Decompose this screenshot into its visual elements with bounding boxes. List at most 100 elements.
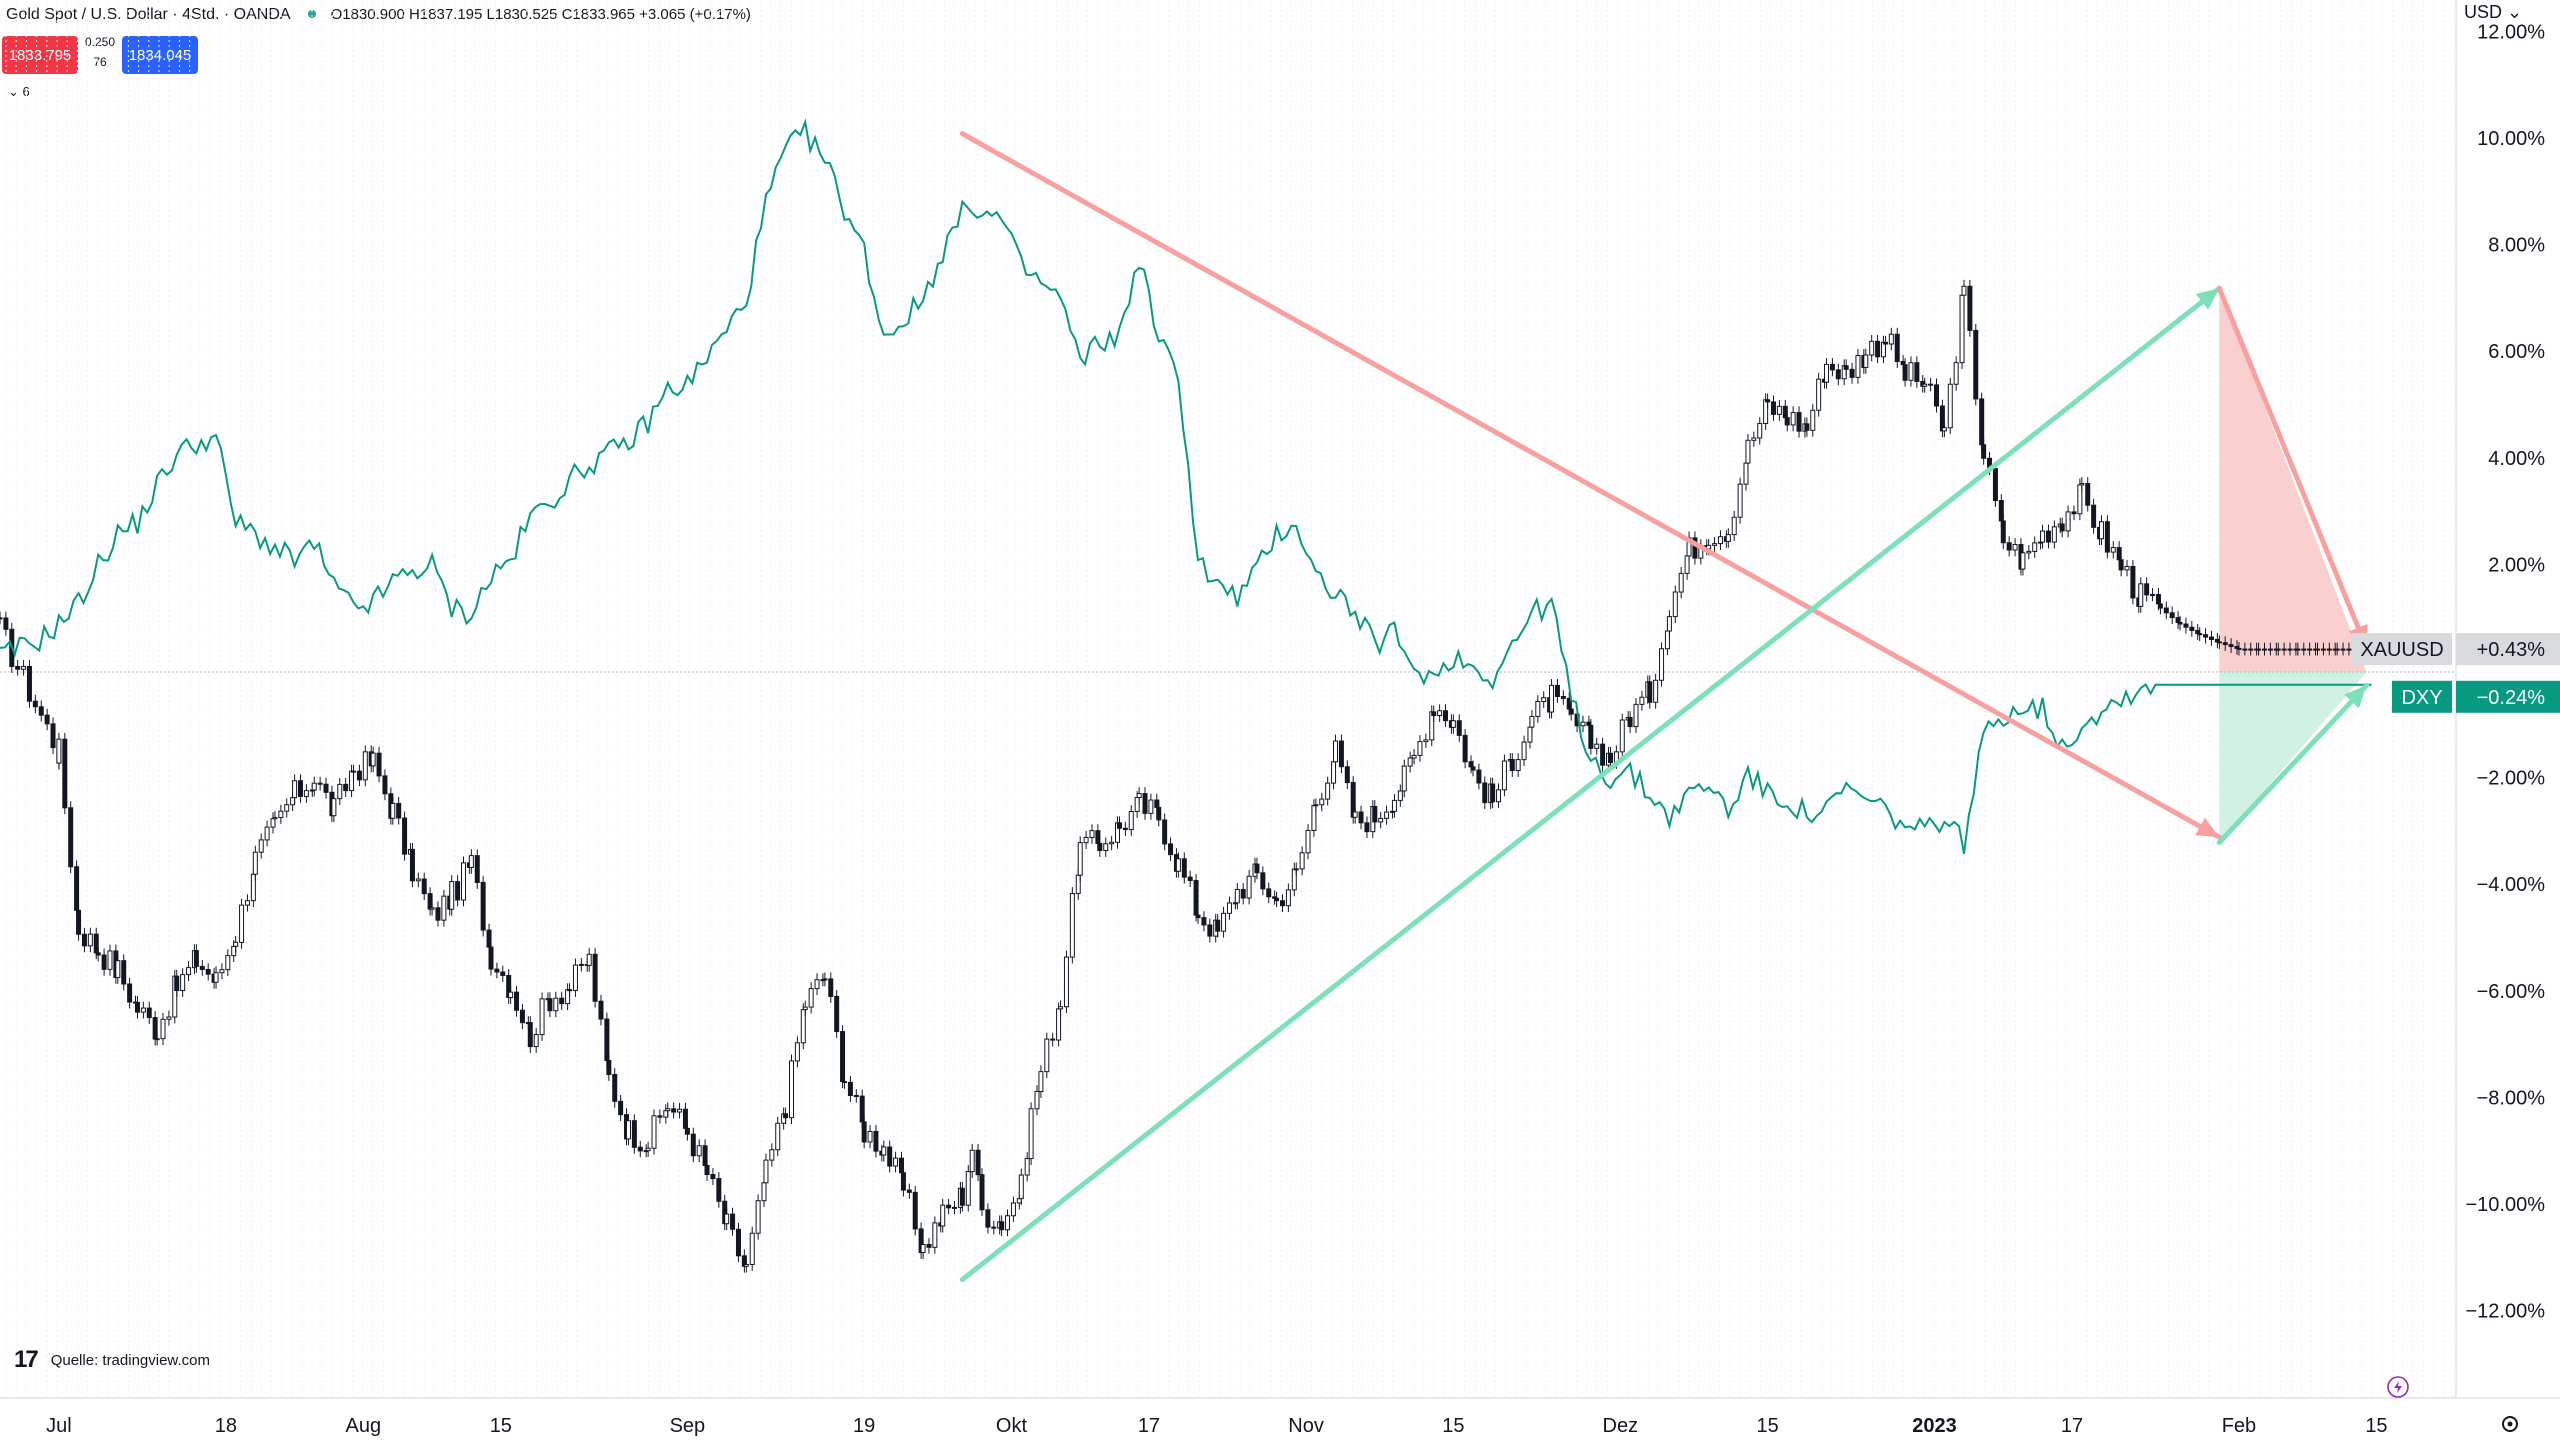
tradingview-logo[interactable]: 17 bbox=[14, 1346, 39, 1373]
xauusd-candle bbox=[965, 1171, 971, 1206]
xauusd-candle bbox=[769, 1149, 775, 1161]
y-tick-label: 12.00% bbox=[2477, 21, 2545, 43]
xauusd-candle bbox=[2104, 521, 2110, 553]
xauusd-candle bbox=[1600, 743, 1606, 766]
xauusd-candle bbox=[959, 1187, 965, 1206]
xauusd-candle bbox=[2189, 626, 2195, 631]
xauusd-candle bbox=[1829, 363, 1835, 371]
xauusd-candle bbox=[755, 1200, 761, 1234]
xauusd-candle bbox=[1156, 806, 1162, 821]
xauusd-candle bbox=[1757, 423, 1763, 439]
xauusd-candle bbox=[749, 1232, 755, 1265]
xauusd-candle bbox=[1580, 721, 1586, 727]
xauusd-candle bbox=[794, 1042, 800, 1062]
xauusd-candle bbox=[618, 1100, 624, 1116]
xauusd-candle bbox=[2334, 648, 2340, 651]
xauusd-candle bbox=[761, 1182, 767, 1202]
xauusd-candle bbox=[2138, 583, 2144, 607]
xauusd-candle bbox=[2236, 647, 2242, 650]
xauusd-candle bbox=[508, 991, 514, 999]
xauusd-candle bbox=[2267, 648, 2273, 651]
xauusd-candle bbox=[1333, 740, 1339, 763]
xauusd-candle bbox=[396, 802, 402, 819]
x-tick-label: Dez bbox=[1603, 1415, 1639, 1437]
currency-selector[interactable]: USD ⌄ bbox=[2464, 2, 2522, 23]
xauusd-candle bbox=[2295, 648, 2301, 651]
xauusd-candle bbox=[940, 1204, 946, 1227]
xauusd-name-badge bbox=[2352, 633, 2452, 666]
xauusd-value-badge bbox=[2456, 633, 2560, 666]
xauusd-candle bbox=[1869, 340, 1875, 356]
xauusd-candle bbox=[519, 1009, 525, 1024]
xauusd-candle bbox=[32, 700, 38, 708]
xauusd-candle bbox=[1293, 868, 1299, 871]
xauusd-candle bbox=[95, 952, 101, 956]
xauusd-candle bbox=[1437, 710, 1443, 717]
xauusd-candle bbox=[127, 983, 133, 1003]
xauusd-candle bbox=[2169, 612, 2175, 619]
xauusd-candle bbox=[898, 1157, 904, 1174]
dxy-line bbox=[0, 118, 2372, 854]
chart-grid bbox=[5, 0, 2455, 1397]
y-tick-label: 8.00% bbox=[2488, 235, 2545, 257]
xauusd-candle bbox=[1407, 757, 1413, 767]
xauusd-candle bbox=[376, 752, 382, 777]
xauusd-candle bbox=[1234, 888, 1240, 904]
xauusd-candle bbox=[1541, 697, 1547, 703]
xauusd-candle bbox=[604, 1018, 610, 1061]
xauusd-candle bbox=[657, 1115, 663, 1118]
buy-button[interactable]: 1834.045 bbox=[122, 36, 198, 74]
xauusd-candle bbox=[2065, 511, 2071, 532]
xauusd-candle bbox=[1266, 888, 1272, 898]
xauusd-candle bbox=[1391, 799, 1397, 812]
xauusd-candle bbox=[1633, 703, 1639, 728]
xauusd-candle bbox=[1364, 822, 1370, 833]
xauusd-candle bbox=[1737, 483, 1743, 518]
xauusd-candle bbox=[252, 851, 258, 875]
xauusd-candle bbox=[1274, 897, 1280, 902]
xauusd-candle bbox=[625, 1120, 631, 1140]
xauusd-candle bbox=[533, 1034, 539, 1048]
xauusd-candle bbox=[1922, 383, 1928, 387]
xauusd-candle bbox=[1378, 817, 1384, 823]
xauusd-candle bbox=[2079, 483, 2085, 486]
xauusd-candle bbox=[303, 790, 309, 797]
dxy-value-label: −0.24% bbox=[2477, 687, 2546, 709]
source-attribution[interactable]: 17 Quelle: tradingview.com bbox=[14, 1346, 210, 1374]
xauusd-candle bbox=[724, 1213, 730, 1225]
xauusd-candle bbox=[873, 1130, 879, 1152]
xauusd-candle bbox=[2216, 641, 2222, 644]
xauusd-candle bbox=[205, 968, 211, 975]
sell-button[interactable]: 1833.795 bbox=[2, 36, 78, 74]
xauusd-candle bbox=[74, 866, 80, 911]
xauusd-candle bbox=[2059, 523, 2065, 532]
xauusd-candle bbox=[1882, 341, 1888, 345]
xauusd-candle bbox=[834, 995, 840, 1033]
xauusd-candle bbox=[2155, 593, 2161, 605]
xauusd-candle bbox=[979, 1174, 985, 1211]
xauusd-candle bbox=[612, 1073, 618, 1102]
xauusd-candle bbox=[2281, 648, 2287, 651]
xauusd-candle bbox=[2346, 648, 2352, 651]
xauusd-candle bbox=[912, 1191, 918, 1230]
xauusd-candle bbox=[572, 964, 578, 991]
xauusd-candle bbox=[1947, 383, 1953, 429]
xauusd-candle bbox=[1967, 285, 1973, 331]
xauusd-candle bbox=[1776, 405, 1782, 415]
xauusd-candle bbox=[1291, 868, 1297, 891]
xauusd-candle bbox=[1226, 902, 1232, 914]
x-tick-label: 15 bbox=[2365, 1415, 2387, 1437]
xauusd-candle bbox=[62, 738, 68, 809]
xauusd-candle bbox=[1423, 739, 1429, 743]
xauusd-candle bbox=[1136, 793, 1142, 799]
xauusd-candle bbox=[1953, 362, 1959, 385]
dxy-series bbox=[0, 118, 2372, 854]
xauusd-candle bbox=[441, 895, 447, 921]
y-tick-label: −12.00% bbox=[2465, 1301, 2545, 1323]
xauusd-candle bbox=[631, 1120, 637, 1148]
xauusd-candle bbox=[1221, 912, 1227, 932]
xauusd-candle bbox=[1666, 616, 1672, 632]
xauusd-candle bbox=[500, 971, 506, 976]
xauusd-candle bbox=[1751, 437, 1757, 441]
